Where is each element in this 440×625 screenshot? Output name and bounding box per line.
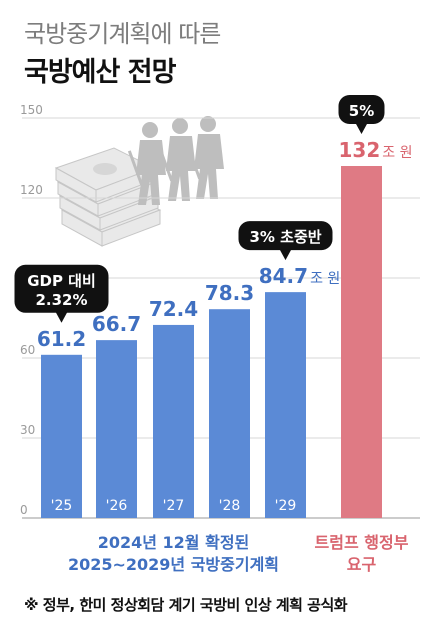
bar <box>209 309 250 518</box>
callout-text: 3% 초중반 <box>249 228 321 246</box>
chart-title-line-2: 국방예산 전망 <box>24 57 176 88</box>
y-tick-label: 120 <box>20 183 43 197</box>
group-label: 2025~2029년 국방중기계획 <box>68 555 279 574</box>
bar <box>96 340 137 518</box>
value-label: 66.7 <box>92 312 141 336</box>
y-tick-label: 60 <box>20 343 35 357</box>
value-label: 61.2 <box>37 327 86 351</box>
bar <box>153 324 194 518</box>
bar <box>265 292 306 518</box>
label-layer: 61.2 '25 66.7 '26 72.4 '27 78.3 '28 84.7 조 원 '29 13… <box>37 138 413 514</box>
y-tick-label: 150 <box>20 103 43 117</box>
group-label: 요구 <box>347 555 377 574</box>
callout-bubble: 5% <box>338 95 385 134</box>
group-label: 2024년 12월 확정된 <box>98 533 250 552</box>
unit-label: 조 원 <box>310 271 340 287</box>
category-label: '25 <box>51 498 73 514</box>
callout-text: GDP 대비 <box>27 272 96 290</box>
bar <box>341 166 382 518</box>
group-label: 트럼프 행정부 <box>315 533 409 552</box>
y-tick-label: 0 <box>20 503 28 517</box>
callout-layer: GDP 대비2.32% 3% 초중반 5% <box>14 95 385 323</box>
chart-title-line-1: 국방중기계획에 따른 <box>24 20 221 48</box>
category-label: '26 <box>106 498 128 514</box>
callout-text: 2.32% <box>35 291 87 309</box>
bar-layer <box>41 166 382 518</box>
category-label: '27 <box>163 498 185 514</box>
value-label: 132 조 원 <box>339 138 413 162</box>
soldiers-money-illustration <box>54 116 224 247</box>
callout-bubble: GDP 대비2.32% <box>14 264 109 323</box>
value-label: 84.7 조 원 <box>259 264 341 288</box>
value-label: 72.4 <box>149 297 198 321</box>
unit-label: 조 원 <box>382 145 412 161</box>
footnote: ※ 정부, 한미 정상회담 계기 국방비 인상 계획 공식화 <box>24 596 348 614</box>
category-label: '28 <box>219 498 241 514</box>
y-tick-label: 30 <box>20 423 35 437</box>
category-label: '29 <box>275 498 297 514</box>
bar <box>41 354 82 518</box>
value-label: 78.3 <box>205 281 254 305</box>
callout-bubble: 3% 초중반 <box>238 221 333 261</box>
callout-text: 5% <box>349 102 374 120</box>
